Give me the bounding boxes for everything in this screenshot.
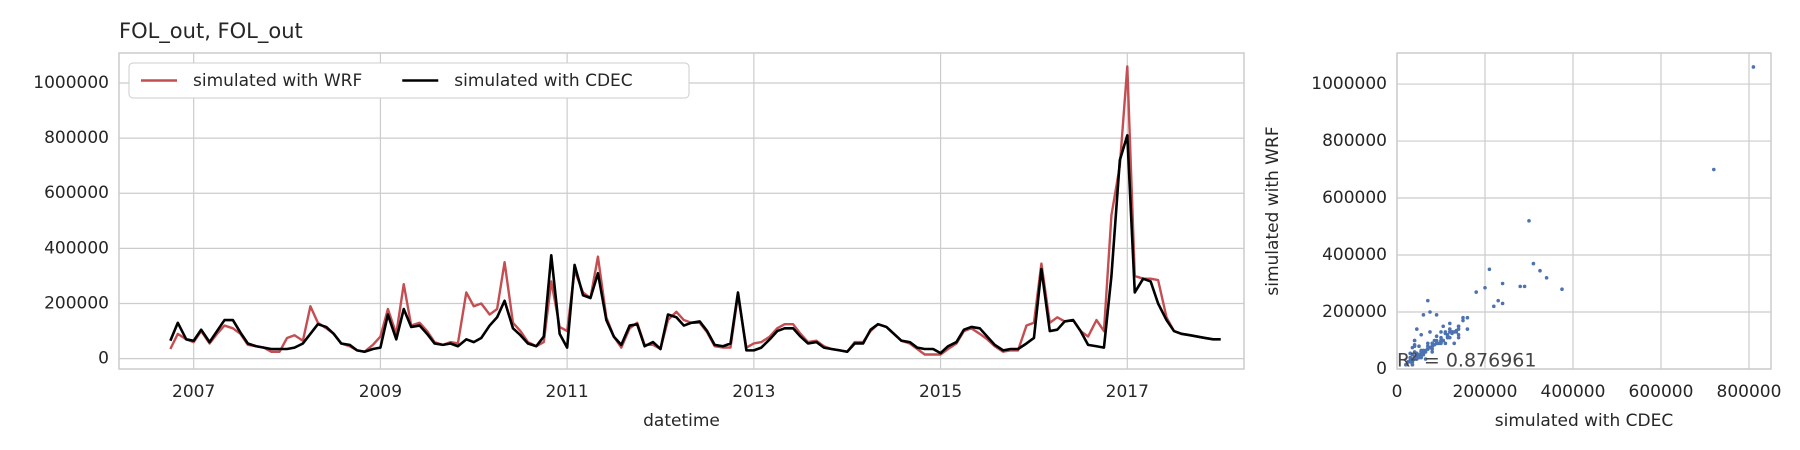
- scatter-point: [1419, 333, 1423, 337]
- scatter-point: [1421, 313, 1426, 317]
- y-tick-label: 800000: [44, 128, 109, 148]
- scatter-point: [1544, 276, 1549, 280]
- x-axis-label: datetime: [643, 411, 720, 431]
- y-tick-label: 600000: [1322, 188, 1387, 208]
- scatter-point: [1417, 354, 1421, 358]
- scatter-point: [1538, 268, 1542, 273]
- annotation: R² = 0.876961: [1397, 350, 1536, 372]
- y-tick-label: 400000: [44, 238, 109, 258]
- series-line: [169, 134, 1221, 355]
- plot-background: [1397, 53, 1771, 369]
- y-tick-label: 200000: [44, 294, 109, 314]
- y-tick-label: 400000: [1322, 245, 1387, 265]
- scatter-point: [1428, 330, 1432, 334]
- scatter-point: [1412, 350, 1417, 354]
- y-tick-label: 200000: [1322, 302, 1387, 322]
- x-tick-label: 2015: [919, 382, 962, 402]
- scatter-point: [1439, 338, 1443, 343]
- y-tick-label: 600000: [44, 183, 109, 203]
- legend-label: simulated with CDEC: [454, 71, 632, 91]
- scatter-point: [1439, 330, 1443, 334]
- scatter-point: [1531, 261, 1536, 266]
- scatter-point: [1421, 351, 1426, 356]
- scatter-point: [1448, 327, 1452, 331]
- chart: 0 200000 400000 600000 800000 1000000 0 200000 4…: [1263, 52, 1782, 431]
- scatter-point: [1441, 324, 1445, 329]
- scatter-point: [1461, 318, 1465, 323]
- scatter-point: [1415, 357, 1419, 361]
- scatter-point: [1452, 341, 1456, 346]
- scatter-point: [1522, 284, 1527, 289]
- scatter-point: [1430, 350, 1434, 354]
- scatter-point: [1410, 362, 1415, 367]
- x-tick-label: 2007: [172, 382, 215, 402]
- scatter-point: [1456, 335, 1461, 340]
- x-tick-label: 0: [1392, 382, 1403, 402]
- scatter-point: [1456, 324, 1461, 329]
- scatter-point: [1423, 357, 1428, 361]
- scatter-point: [1448, 321, 1452, 326]
- scatter-point: [1465, 315, 1470, 320]
- scatter-point: [1496, 298, 1500, 303]
- scatter-point: [1751, 65, 1756, 69]
- legend-label: simulated with WRF: [193, 71, 362, 91]
- scatter-point: [1474, 290, 1478, 294]
- x-tick-label: 2009: [359, 382, 402, 402]
- scatter-point: [1518, 284, 1522, 289]
- scatter-point: [1408, 351, 1412, 356]
- scatter-point: [1712, 167, 1716, 172]
- chart-title: FOL_out, FOL_out: [119, 19, 303, 44]
- scatter-point: [1426, 341, 1430, 346]
- scatter-point: [1461, 315, 1465, 320]
- scatter-point: [1412, 354, 1417, 358]
- x-tick-label: 200000: [1453, 382, 1518, 402]
- scatter-point: [1483, 285, 1487, 290]
- scatter-point: [1439, 335, 1443, 340]
- scatter-point: [1432, 338, 1437, 343]
- x-tick-label: 800000: [1717, 382, 1782, 402]
- scatter-point: [1500, 301, 1505, 306]
- y-tick-label: 1000000: [1311, 74, 1387, 94]
- x-tick-label: 400000: [1541, 382, 1606, 402]
- scatter-point: [1445, 335, 1450, 340]
- legend: simulated with WRF simulated with CDEC: [128, 62, 690, 99]
- scatter-point: [1404, 362, 1408, 367]
- y-tick-label: 800000: [1322, 131, 1387, 151]
- scatter-point: [1456, 327, 1461, 331]
- x-tick-label: 600000: [1629, 382, 1694, 402]
- chart: 0 200000 400000 600000 800000 1000000 2007 2009…: [33, 19, 1245, 431]
- y-tick-label: 1000000: [33, 73, 109, 93]
- scatter-point: [1434, 334, 1439, 339]
- scatter-point: [1412, 344, 1417, 349]
- scatter-point: [1443, 331, 1448, 336]
- x-tick-label: 2017: [1106, 382, 1149, 402]
- scatter-point: [1443, 341, 1448, 346]
- x-axis-label: simulated with CDEC: [1495, 411, 1673, 431]
- scatter-point: [1450, 331, 1454, 336]
- scatter-point: [1456, 333, 1461, 337]
- scatter-point: [1492, 304, 1496, 309]
- scatter-point: [1434, 313, 1439, 317]
- scatter-point: [1428, 310, 1432, 314]
- scatter-point: [1500, 281, 1505, 286]
- x-tick-label: 2013: [732, 382, 775, 402]
- scatter-point: [1410, 358, 1415, 363]
- scatter-point: [1560, 287, 1564, 292]
- scatter-point: [1487, 267, 1492, 272]
- y-tick-label: 0: [98, 349, 109, 369]
- scatter-point: [1412, 338, 1417, 343]
- scatter-point: [1426, 347, 1430, 351]
- y-axis-label: simulated with WRF: [1263, 126, 1283, 295]
- y-tick-label: 0: [1376, 359, 1387, 379]
- plot-frame: [118, 52, 1245, 370]
- scatter-point: [1415, 327, 1419, 331]
- scatter-point: [1417, 344, 1421, 349]
- scatter-point: [1465, 327, 1470, 331]
- plot-frame: [1396, 52, 1772, 370]
- scatter-point: [1426, 298, 1430, 303]
- x-tick-label: 2011: [545, 382, 588, 402]
- scatter-point: [1527, 219, 1531, 223]
